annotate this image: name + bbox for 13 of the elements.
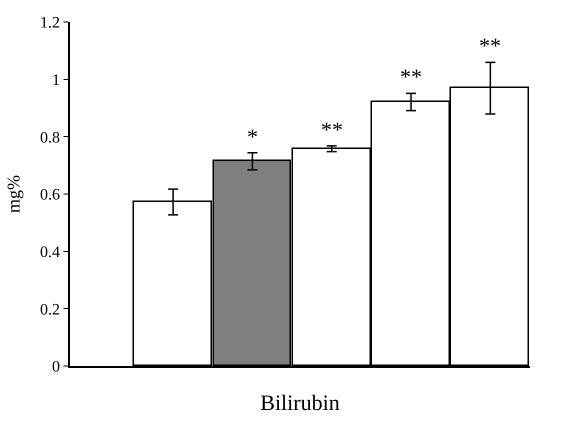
y-tick-label: 0.4 (40, 244, 60, 261)
y-axis-title: mg% (4, 175, 24, 213)
y-tick-label: 1.2 (40, 14, 60, 32)
y-tick-label: 0.6 (40, 186, 60, 204)
x-axis-title: Bilirubin (260, 390, 340, 416)
data-label: ** (479, 33, 501, 58)
data-label: ** (321, 117, 343, 142)
data-label: * (247, 124, 258, 149)
y-tick-label: 0.2 (40, 301, 60, 318)
y-tick-label: 0 (52, 358, 60, 376)
data-label: ** (400, 64, 422, 89)
y-tick-label: 0.8 (40, 129, 60, 146)
y-tick-label: 1 (52, 72, 60, 89)
